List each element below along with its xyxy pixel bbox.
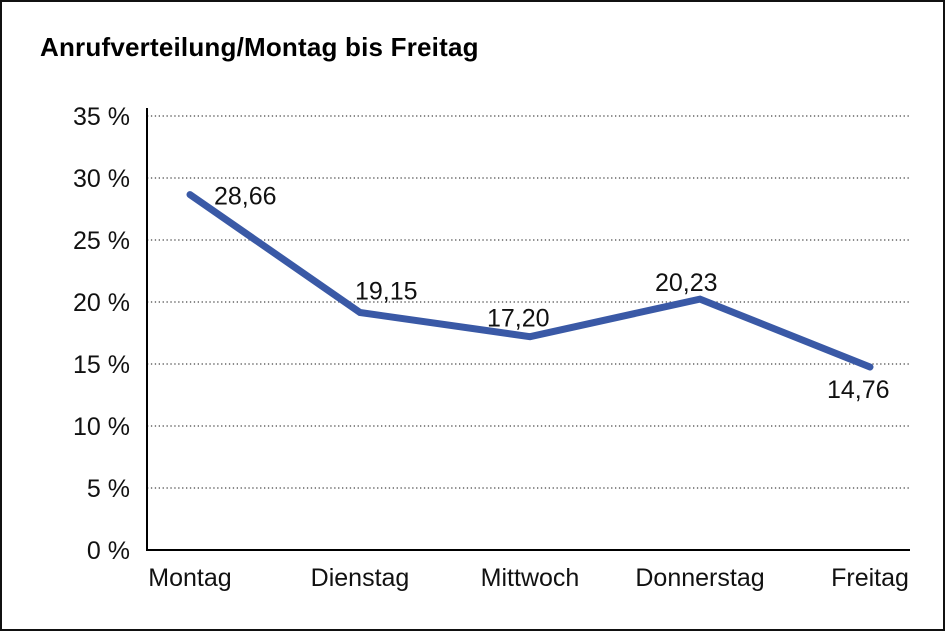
data-point-label: 14,76 bbox=[827, 376, 890, 404]
y-tick-label: 35 % bbox=[73, 103, 130, 131]
data-point-label: 28,66 bbox=[214, 183, 277, 211]
x-category-label: Freitag bbox=[831, 564, 909, 592]
data-point-label: 20,23 bbox=[655, 269, 718, 297]
x-category-label: Mittwoch bbox=[481, 564, 580, 592]
y-tick-label: 30 % bbox=[73, 165, 130, 193]
y-tick-label: 5 % bbox=[87, 475, 130, 503]
y-tick-label: 25 % bbox=[73, 227, 130, 255]
chart-title: Anrufverteilung/Montag bis Freitag bbox=[40, 32, 479, 62]
data-point-label: 17,20 bbox=[487, 305, 550, 333]
y-tick-label: 0 % bbox=[87, 537, 130, 565]
x-category-label: Donnerstag bbox=[635, 564, 764, 592]
y-tick-label: 15 % bbox=[73, 351, 130, 379]
x-category-label: Montag bbox=[148, 564, 231, 592]
data-point-label: 19,15 bbox=[355, 278, 418, 306]
y-tick-label: 10 % bbox=[73, 413, 130, 441]
y-tick-label: 20 % bbox=[73, 289, 130, 317]
x-category-label: Dienstag bbox=[311, 564, 410, 592]
axis-lines bbox=[146, 108, 910, 551]
data-series-line bbox=[186, 191, 874, 371]
